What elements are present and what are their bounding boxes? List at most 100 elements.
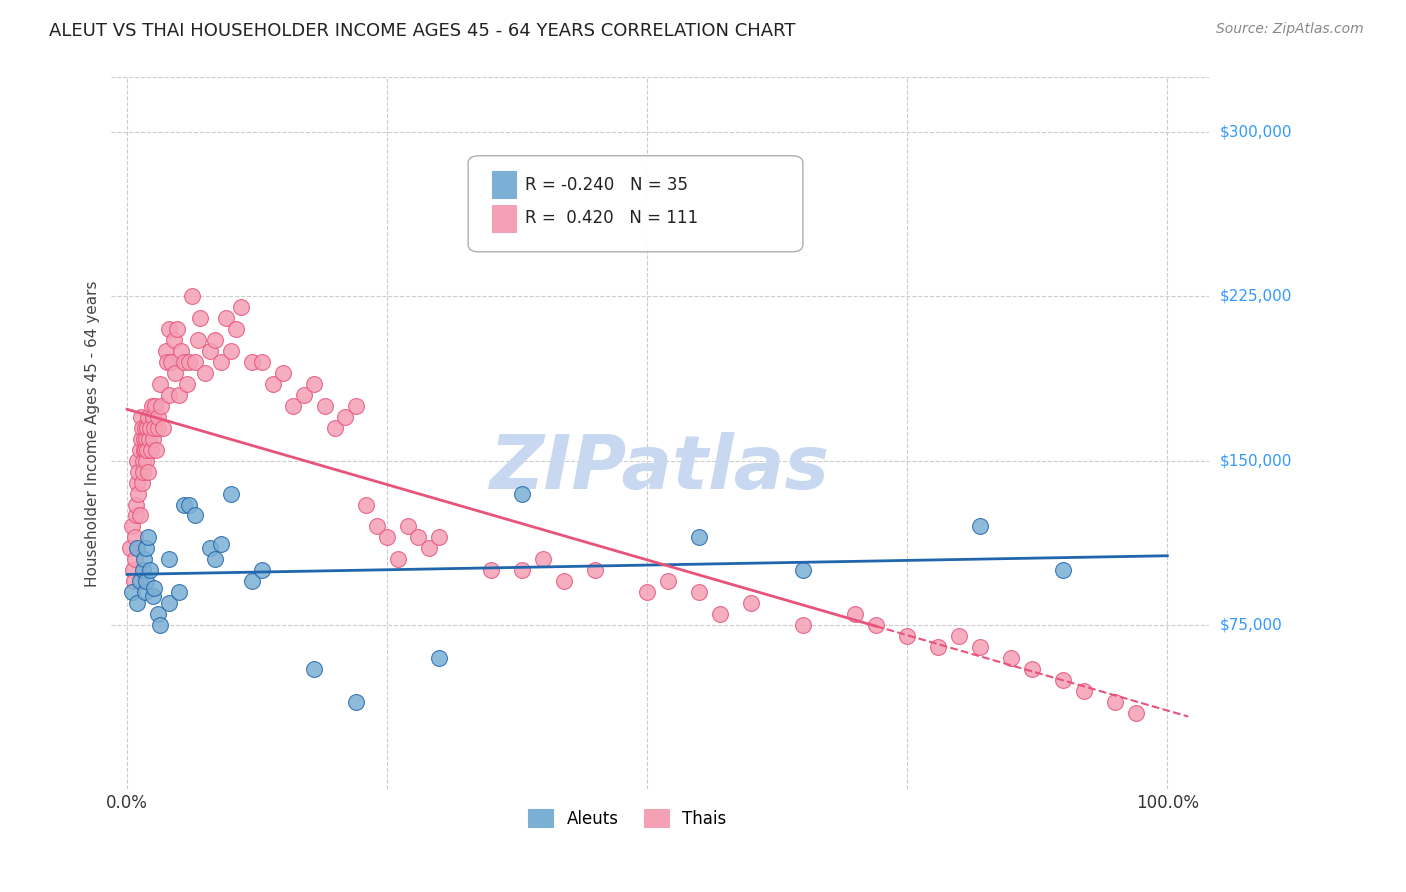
Point <box>127 465 149 479</box>
Point <box>149 618 172 632</box>
Point <box>121 585 143 599</box>
Point <box>176 377 198 392</box>
Point <box>135 541 157 556</box>
Point <box>167 585 190 599</box>
Point <box>512 486 534 500</box>
Point <box>387 552 409 566</box>
Point <box>132 552 155 566</box>
Point <box>252 563 274 577</box>
Point <box>792 563 814 577</box>
Text: $225,000: $225,000 <box>1220 289 1292 304</box>
Point <box>127 475 149 490</box>
Point <box>948 629 970 643</box>
Point <box>209 355 232 369</box>
Point <box>129 409 152 424</box>
FancyBboxPatch shape <box>468 156 803 252</box>
Point <box>157 596 180 610</box>
Point <box>183 355 205 369</box>
Point <box>427 530 450 544</box>
Point <box>157 388 180 402</box>
Text: ZIPatlas: ZIPatlas <box>491 433 830 506</box>
Y-axis label: Householder Income Ages 45 - 64 years: Householder Income Ages 45 - 64 years <box>86 280 100 587</box>
Point <box>157 552 180 566</box>
Point <box>271 366 294 380</box>
Point <box>200 344 222 359</box>
Point <box>292 388 315 402</box>
Point <box>344 695 367 709</box>
Point <box>124 530 146 544</box>
Point <box>135 574 157 589</box>
Text: R =  0.420   N = 111: R = 0.420 N = 111 <box>526 210 699 227</box>
Point <box>204 333 226 347</box>
Point <box>1125 706 1147 720</box>
Point <box>129 432 152 446</box>
Point <box>127 596 149 610</box>
Point <box>134 585 156 599</box>
Point <box>132 432 155 446</box>
Point <box>1073 683 1095 698</box>
Point <box>194 366 217 380</box>
Point <box>865 618 887 632</box>
Point <box>183 508 205 523</box>
Point <box>127 453 149 467</box>
Point <box>344 399 367 413</box>
Point <box>141 399 163 413</box>
Point <box>215 311 238 326</box>
Point <box>148 409 170 424</box>
Point <box>145 442 167 457</box>
Point <box>553 574 575 589</box>
Point <box>179 355 201 369</box>
Point <box>252 355 274 369</box>
Point <box>143 581 166 595</box>
Point <box>356 498 378 512</box>
Point <box>792 618 814 632</box>
Point <box>896 629 918 643</box>
Point <box>170 344 193 359</box>
Point <box>138 432 160 446</box>
Text: $150,000: $150,000 <box>1220 453 1292 468</box>
Point <box>139 563 162 577</box>
Point <box>124 552 146 566</box>
Point <box>166 322 188 336</box>
Point <box>740 596 762 610</box>
Text: Source: ZipAtlas.com: Source: ZipAtlas.com <box>1216 22 1364 37</box>
Text: ALEUT VS THAI HOUSEHOLDER INCOME AGES 45 - 64 YEARS CORRELATION CHART: ALEUT VS THAI HOUSEHOLDER INCOME AGES 45… <box>49 22 796 40</box>
Point <box>479 563 502 577</box>
Point <box>1021 662 1043 676</box>
Point <box>304 377 326 392</box>
Point <box>135 453 157 467</box>
Point <box>396 519 419 533</box>
Point <box>152 421 174 435</box>
Point <box>120 541 142 556</box>
Point <box>323 421 346 435</box>
Point <box>335 409 357 424</box>
Point <box>173 498 195 512</box>
Point <box>969 640 991 654</box>
Point <box>139 442 162 457</box>
Point <box>149 377 172 392</box>
Point <box>688 530 710 544</box>
Point <box>304 662 326 676</box>
Point <box>657 574 679 589</box>
Point <box>122 563 145 577</box>
Point <box>240 574 263 589</box>
Point <box>157 322 180 336</box>
Point <box>531 552 554 566</box>
Point <box>142 409 165 424</box>
Point <box>1104 695 1126 709</box>
Point <box>148 607 170 621</box>
Point <box>135 432 157 446</box>
Point <box>131 563 153 577</box>
Point <box>180 289 202 303</box>
Point <box>128 574 150 589</box>
Point <box>512 563 534 577</box>
Point <box>204 552 226 566</box>
Point <box>219 344 242 359</box>
Point <box>366 519 388 533</box>
Point <box>219 486 242 500</box>
Text: $75,000: $75,000 <box>1220 617 1282 632</box>
Point <box>427 650 450 665</box>
Point <box>142 432 165 446</box>
Point <box>636 585 658 599</box>
Point <box>314 399 336 413</box>
